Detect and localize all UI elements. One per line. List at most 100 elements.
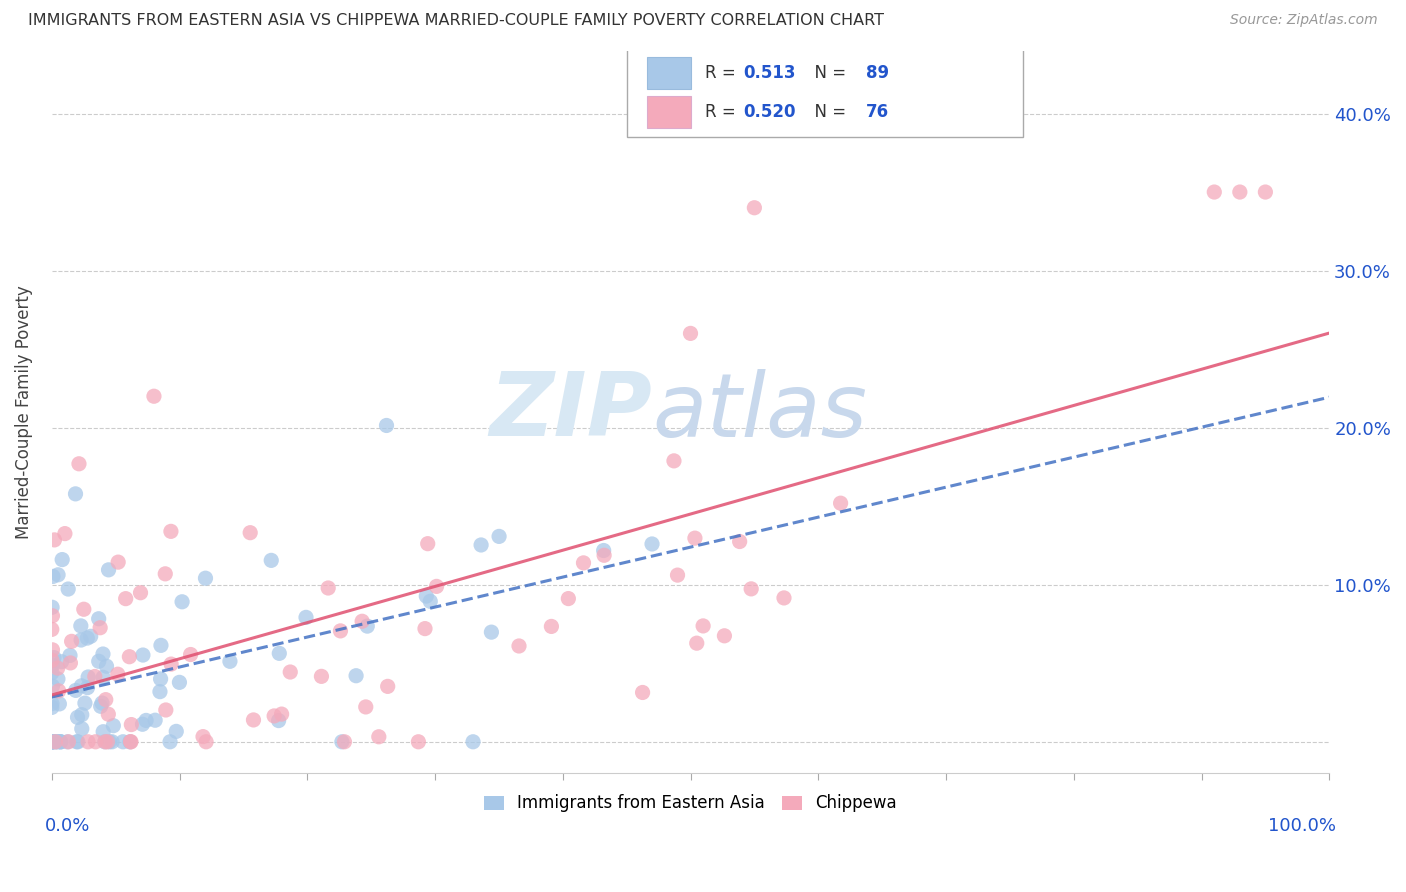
Point (143, 713, 166, 727)
Point (356, 619, 378, 633)
Point (49, 735, 72, 749)
Point (65, 683, 87, 698)
Point (419, 594, 441, 608)
Point (470, 538, 492, 552)
Point (679, 326, 702, 341)
Point (278, 665, 301, 679)
Point (73, 602, 96, 616)
Point (149, 672, 172, 686)
Point (132, 648, 155, 662)
Point (692, 619, 714, 633)
Point (91, 724, 114, 739)
Point (41, 735, 63, 749)
Point (367, 730, 389, 744)
Point (41, 643, 63, 657)
Point (120, 735, 142, 749)
Point (70, 707, 93, 722)
Point (333, 735, 356, 749)
Point (269, 646, 291, 660)
Point (41, 697, 63, 711)
Point (41, 735, 63, 749)
Point (41, 700, 63, 714)
Point (66, 735, 89, 749)
Point (666, 568, 689, 582)
Point (41, 658, 63, 673)
Point (120, 735, 142, 749)
Point (329, 624, 352, 638)
Point (46, 735, 69, 749)
Point (1204, 185, 1226, 199)
Point (242, 713, 264, 727)
Text: 76: 76 (866, 103, 889, 121)
Point (425, 579, 447, 593)
Point (415, 589, 437, 603)
Point (87, 654, 110, 668)
Point (118, 735, 141, 749)
Point (267, 714, 290, 728)
Point (46, 661, 69, 675)
Point (97, 707, 120, 722)
Point (114, 591, 136, 606)
Point (94, 692, 117, 706)
Point (592, 543, 614, 558)
FancyBboxPatch shape (647, 96, 690, 128)
Point (77, 670, 100, 684)
Point (416, 536, 439, 550)
Point (96, 735, 118, 749)
Point (70, 632, 93, 647)
Point (118, 649, 141, 664)
Point (593, 549, 616, 563)
Point (641, 537, 664, 551)
Point (44, 735, 66, 749)
Point (59, 656, 82, 670)
Point (740, 582, 762, 596)
FancyBboxPatch shape (627, 47, 1022, 137)
Text: N =: N = (804, 103, 852, 121)
Point (73, 696, 96, 710)
Point (51, 655, 73, 669)
Point (129, 585, 152, 599)
Point (316, 581, 339, 595)
Point (540, 619, 562, 633)
Point (41, 735, 63, 749)
Point (76, 631, 98, 645)
Point (70, 679, 93, 693)
Point (46, 567, 69, 582)
Point (408, 735, 430, 749)
Point (344, 669, 367, 683)
Point (631, 685, 654, 699)
Point (155, 703, 177, 717)
Point (41, 623, 63, 637)
Text: IMMIGRANTS FROM EASTERN ASIA VS CHIPPEWA MARRIED-COUPLE FAMILY POVERTY CORRELATI: IMMIGRANTS FROM EASTERN ASIA VS CHIPPEWA… (28, 13, 884, 29)
Point (84, 735, 107, 749)
Point (89, 621, 111, 635)
Point (149, 638, 172, 652)
Text: 100.0%: 100.0% (1268, 816, 1336, 835)
Point (263, 709, 285, 723)
Point (131, 717, 153, 731)
Point (142, 389, 165, 403)
Point (97, 563, 120, 577)
Point (41, 653, 63, 667)
Point (91, 647, 114, 661)
Point (354, 700, 377, 714)
Point (45, 735, 67, 749)
Point (508, 639, 530, 653)
Point (94, 735, 117, 749)
Point (94, 735, 117, 749)
Point (1229, 185, 1251, 199)
Point (51, 552, 73, 566)
Point (66, 735, 89, 749)
Point (42, 569, 65, 583)
Point (160, 524, 183, 539)
Point (191, 730, 214, 744)
Point (728, 534, 751, 549)
Point (90, 699, 112, 714)
Point (295, 610, 318, 624)
Point (49, 735, 72, 749)
Point (260, 553, 283, 567)
Point (77, 735, 100, 749)
Point (59, 648, 82, 663)
Point (41, 608, 63, 623)
Point (48, 697, 70, 711)
